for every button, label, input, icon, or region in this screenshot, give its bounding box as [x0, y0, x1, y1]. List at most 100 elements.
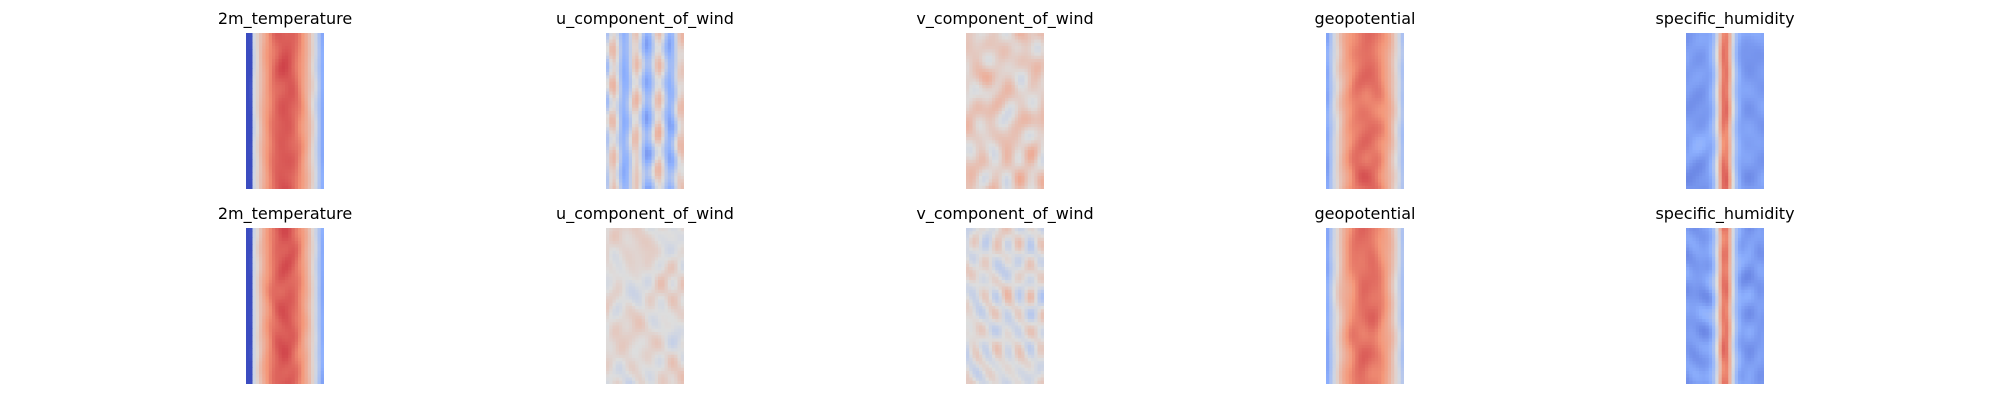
heatmap-cell — [285, 91, 289, 96]
heatmap-cell — [1018, 98, 1022, 102]
heatmap-cell — [1024, 59, 1029, 63]
heatmap-cell — [294, 182, 299, 187]
heatmap-cell — [1342, 133, 1346, 138]
heatmap-cell — [1358, 172, 1363, 177]
heatmap-cell — [664, 166, 669, 170]
heatmap-cell — [1721, 68, 1726, 73]
heatmap-cell — [1332, 114, 1337, 118]
heatmap-cell — [638, 140, 643, 144]
heatmap-cell — [606, 107, 610, 112]
heatmap-cell — [998, 101, 1003, 105]
heatmap-cell — [966, 146, 970, 151]
heatmap-cell — [651, 65, 656, 70]
heatmap-cell — [612, 176, 617, 180]
heatmap-cell — [1021, 111, 1025, 115]
heatmap-cell — [1394, 172, 1398, 177]
heatmap-cell — [255, 111, 260, 115]
heatmap-cell — [1342, 159, 1346, 164]
heatmap-cell — [1361, 52, 1366, 57]
heatmap-cell — [1387, 176, 1392, 180]
heatmap-cell — [1394, 159, 1398, 164]
heatmap-cell — [1400, 91, 1404, 96]
heatmap-cell — [278, 81, 283, 86]
heatmap-cell — [1014, 176, 1019, 180]
heatmap-cell — [1005, 140, 1009, 144]
heatmap-cell — [1734, 68, 1739, 73]
heatmap-cell — [979, 85, 983, 89]
heatmap-cell — [252, 33, 257, 37]
heatmap-cell — [658, 176, 662, 180]
heatmap-cell — [1001, 163, 1006, 167]
heatmap-cell — [651, 140, 656, 144]
heatmap-cell — [1352, 153, 1356, 157]
heatmap-cell — [298, 81, 302, 86]
heatmap-cell — [298, 130, 302, 135]
heatmap-cell — [992, 85, 996, 89]
heatmap-cell — [654, 143, 659, 148]
heatmap-cell — [995, 88, 999, 92]
heatmap-cell — [249, 163, 253, 167]
heatmap-cell — [259, 78, 263, 83]
heatmap-map — [966, 33, 1044, 189]
heatmap-cell — [979, 176, 983, 180]
heatmap-cell — [285, 104, 289, 109]
heatmap-cell — [609, 59, 613, 63]
heatmap-cell — [1339, 52, 1343, 57]
heatmap-cell — [1332, 153, 1337, 157]
heatmap-cell — [311, 156, 315, 161]
heatmap-cell — [661, 133, 665, 138]
heatmap-cell — [314, 146, 318, 151]
heatmap-cell — [625, 101, 630, 105]
heatmap-cell — [998, 169, 1003, 174]
heatmap-cell — [249, 75, 253, 79]
heatmap-cell — [1329, 49, 1333, 53]
heatmap-cell — [654, 55, 659, 60]
heatmap-cell — [975, 62, 980, 66]
heatmap-cell — [262, 46, 266, 50]
heatmap-cell — [680, 150, 684, 154]
heatmap-cell — [252, 36, 257, 40]
heatmap-cell — [1024, 130, 1029, 135]
heatmap-cell — [1339, 36, 1343, 40]
heatmap-cell — [317, 39, 322, 44]
heatmap-cell — [275, 182, 279, 187]
heatmap-cell — [1329, 55, 1333, 60]
heatmap-cell — [628, 153, 633, 157]
heatmap-cell — [268, 163, 273, 167]
heatmap-cell — [661, 172, 665, 177]
heatmap-cell — [1381, 146, 1385, 151]
heatmap-cell — [628, 133, 633, 138]
heatmap-cell — [622, 107, 626, 112]
heatmap-cell — [288, 114, 292, 118]
heatmap-cell — [259, 36, 263, 40]
heatmap-cell — [288, 62, 292, 66]
heatmap-cell — [677, 114, 682, 118]
heatmap-cell — [1031, 150, 1035, 154]
heatmap-cell — [638, 120, 643, 125]
heatmap-cell — [671, 179, 675, 183]
heatmap-cell — [291, 52, 296, 57]
heatmap-cell — [651, 88, 656, 92]
heatmap-cell — [320, 185, 324, 189]
heatmap-cell — [252, 81, 257, 86]
heatmap-cell — [609, 62, 613, 66]
heatmap-cell — [246, 176, 250, 180]
heatmap-cell — [645, 137, 649, 141]
heatmap-cell — [1040, 166, 1044, 170]
heatmap-cell — [985, 65, 990, 70]
heatmap-cell — [622, 166, 626, 170]
heatmap-cell — [1699, 78, 1703, 83]
heatmap-cell — [664, 163, 669, 167]
heatmap-cell — [265, 179, 270, 183]
heatmap-cell — [1005, 169, 1009, 174]
heatmap-cell — [1040, 36, 1044, 40]
heatmap-cell — [1001, 120, 1006, 125]
heatmap-cell — [1352, 137, 1356, 141]
heatmap-cell — [268, 114, 273, 118]
heatmap-cell — [1352, 46, 1356, 50]
heatmap-cell — [677, 65, 682, 70]
heatmap-cell — [1365, 159, 1369, 164]
heatmap-cell — [975, 163, 980, 167]
heatmap-cell — [1352, 75, 1356, 79]
heatmap-cell — [311, 127, 315, 131]
